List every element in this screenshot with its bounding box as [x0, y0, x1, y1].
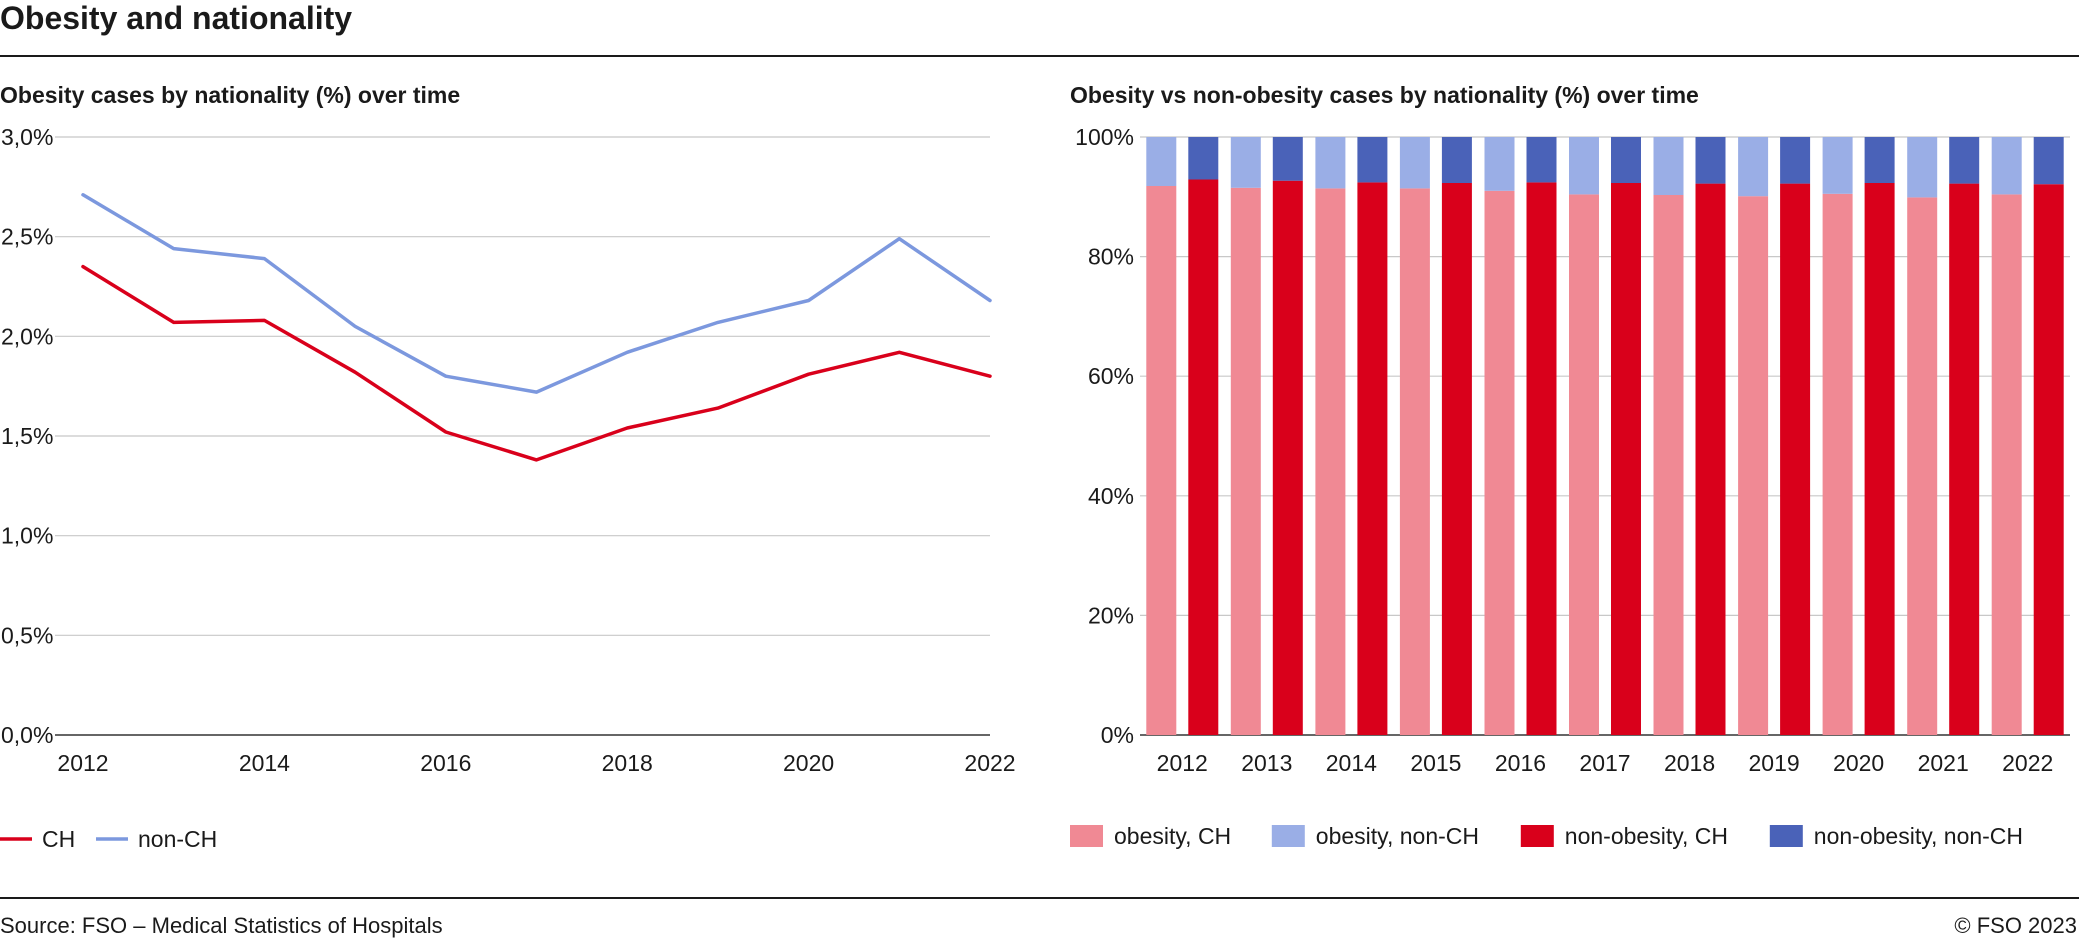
header-divider [0, 55, 2079, 57]
y-tick-label: 1,0% [1, 523, 53, 549]
x-tick-label: 2018 [602, 750, 653, 776]
x-tick-label: 2015 [1410, 750, 1461, 776]
bar-segment [1611, 183, 1641, 735]
legend-swatch [1271, 825, 1305, 847]
bar-segment [1399, 137, 1430, 189]
bar-segment [1907, 197, 1938, 735]
y-tick-label: 100% [1075, 124, 1134, 150]
footer-divider [0, 897, 2079, 899]
legend-label: CH [42, 826, 75, 852]
legend-swatch [1769, 825, 1803, 847]
bar-segment [1991, 137, 2022, 195]
legend-label: obesity, non-CH [1316, 823, 1479, 849]
y-tick-label: 2,0% [1, 323, 53, 349]
bar-segment [1780, 137, 1811, 184]
x-tick-label: 2020 [1833, 750, 1884, 776]
series-line-ch [81, 264, 992, 462]
source-note: Source: FSO – Medical Statistics of Hosp… [0, 913, 443, 938]
x-tick-label: 2020 [783, 750, 834, 776]
x-tick-label: 2016 [420, 750, 471, 776]
bar-segment [1188, 179, 1219, 735]
y-tick-label: 20% [1088, 602, 1134, 628]
y-tick-label: 0,5% [1, 622, 53, 648]
page-title: Obesity and nationality [0, 0, 353, 36]
bar-segment [1864, 137, 1895, 183]
bar-chart-title: Obesity vs non-obesity cases by national… [1070, 82, 1699, 108]
x-tick-label: 2012 [57, 750, 108, 776]
line-chart: 0,0% 0,5% 1,0% 1,5% 2,0% 2,5% 3,0% 2012 2014 2016… [0, 124, 1016, 852]
x-tick-label: 2014 [1326, 750, 1377, 776]
bar-segment [1611, 137, 1641, 183]
x-tick-label: 2017 [1579, 750, 1630, 776]
bar-segment [1315, 137, 1346, 189]
bar-segment [1357, 182, 1388, 735]
legend-label: non-CH [138, 826, 217, 852]
bar-segment [1441, 137, 1472, 183]
bar-segment [1653, 195, 1684, 735]
bar-segment [1272, 180, 1303, 735]
y-tick-label: 2,5% [1, 224, 53, 250]
line-legend: CH non-CH [0, 826, 217, 852]
bar-segment [1653, 137, 1684, 195]
series-line-non-ch [81, 193, 992, 394]
bar-segment [1441, 183, 1472, 735]
bar-segment [1991, 194, 2022, 735]
legend-label: obesity, CH [1114, 823, 1231, 849]
y-tick-label: 60% [1088, 363, 1134, 389]
bar-chart: 0% 20% 40% 60% 80% 100% 2012 2013 2014 2015 2016 20… [1070, 124, 2070, 849]
x-tick-label: 2019 [1749, 750, 1800, 776]
bar-segment [1357, 137, 1388, 183]
bar-segment [1949, 137, 1980, 184]
y-tick-label: 40% [1088, 483, 1134, 509]
x-tick-label: 2013 [1241, 750, 1292, 776]
x-tick-label: 2012 [1157, 750, 1208, 776]
bar-segment [1907, 137, 1938, 198]
bar-segment [1484, 190, 1515, 736]
x-tick-label: 2021 [1918, 750, 1969, 776]
bar-segment [2033, 137, 2064, 185]
y-tick-label: 0% [1101, 722, 1134, 748]
bar-segment [1188, 137, 1219, 180]
bar-segment [1738, 137, 1769, 197]
bar-segment [1822, 137, 1853, 194]
bar-segment [1526, 182, 1557, 735]
x-tick-label: 2022 [964, 750, 1015, 776]
bar-segment [1315, 188, 1346, 735]
x-tick-label: 2014 [239, 750, 290, 776]
bar-segment [1569, 137, 1599, 195]
legend-swatch [1070, 825, 1103, 847]
x-tick-label: 2018 [1664, 750, 1715, 776]
bar-segment [2033, 184, 2064, 735]
y-tick-label: 0,0% [1, 722, 53, 748]
x-tick-label: 2016 [1495, 750, 1546, 776]
bar-segment [1780, 183, 1811, 736]
bar-segment [1484, 137, 1515, 191]
bar-segment [1569, 194, 1599, 735]
legend-label: non-obesity, CH [1565, 823, 1728, 849]
bar-segment [1272, 137, 1303, 181]
bar-segment [1230, 137, 1261, 188]
bar-segment [1822, 193, 1853, 736]
bar-segment [1864, 183, 1895, 735]
bar-segment [1695, 183, 1726, 736]
bar-segment [1146, 186, 1177, 735]
copyright-note: © FSO 2023 [1954, 913, 2077, 938]
bar-segment [1399, 188, 1430, 735]
bar-segment [1949, 183, 1980, 736]
bar-segment [1738, 196, 1769, 735]
y-tick-label: 3,0% [1, 124, 53, 150]
bar-segment [1526, 137, 1557, 183]
bar-segment [1695, 137, 1726, 184]
legend-swatch [1520, 825, 1554, 847]
y-tick-label: 80% [1088, 244, 1134, 270]
line-chart-title: Obesity cases by nationality (%) over ti… [0, 82, 461, 108]
bar-segment [1146, 137, 1177, 186]
bar-legend: obesity, CH obesity, non-CH non-obesity, C… [1070, 823, 2023, 849]
y-tick-label: 1,5% [1, 423, 53, 449]
bar-segment [1230, 187, 1261, 736]
legend-label: non-obesity, non-CH [1814, 823, 2023, 849]
x-tick-label: 2022 [2002, 750, 2053, 776]
